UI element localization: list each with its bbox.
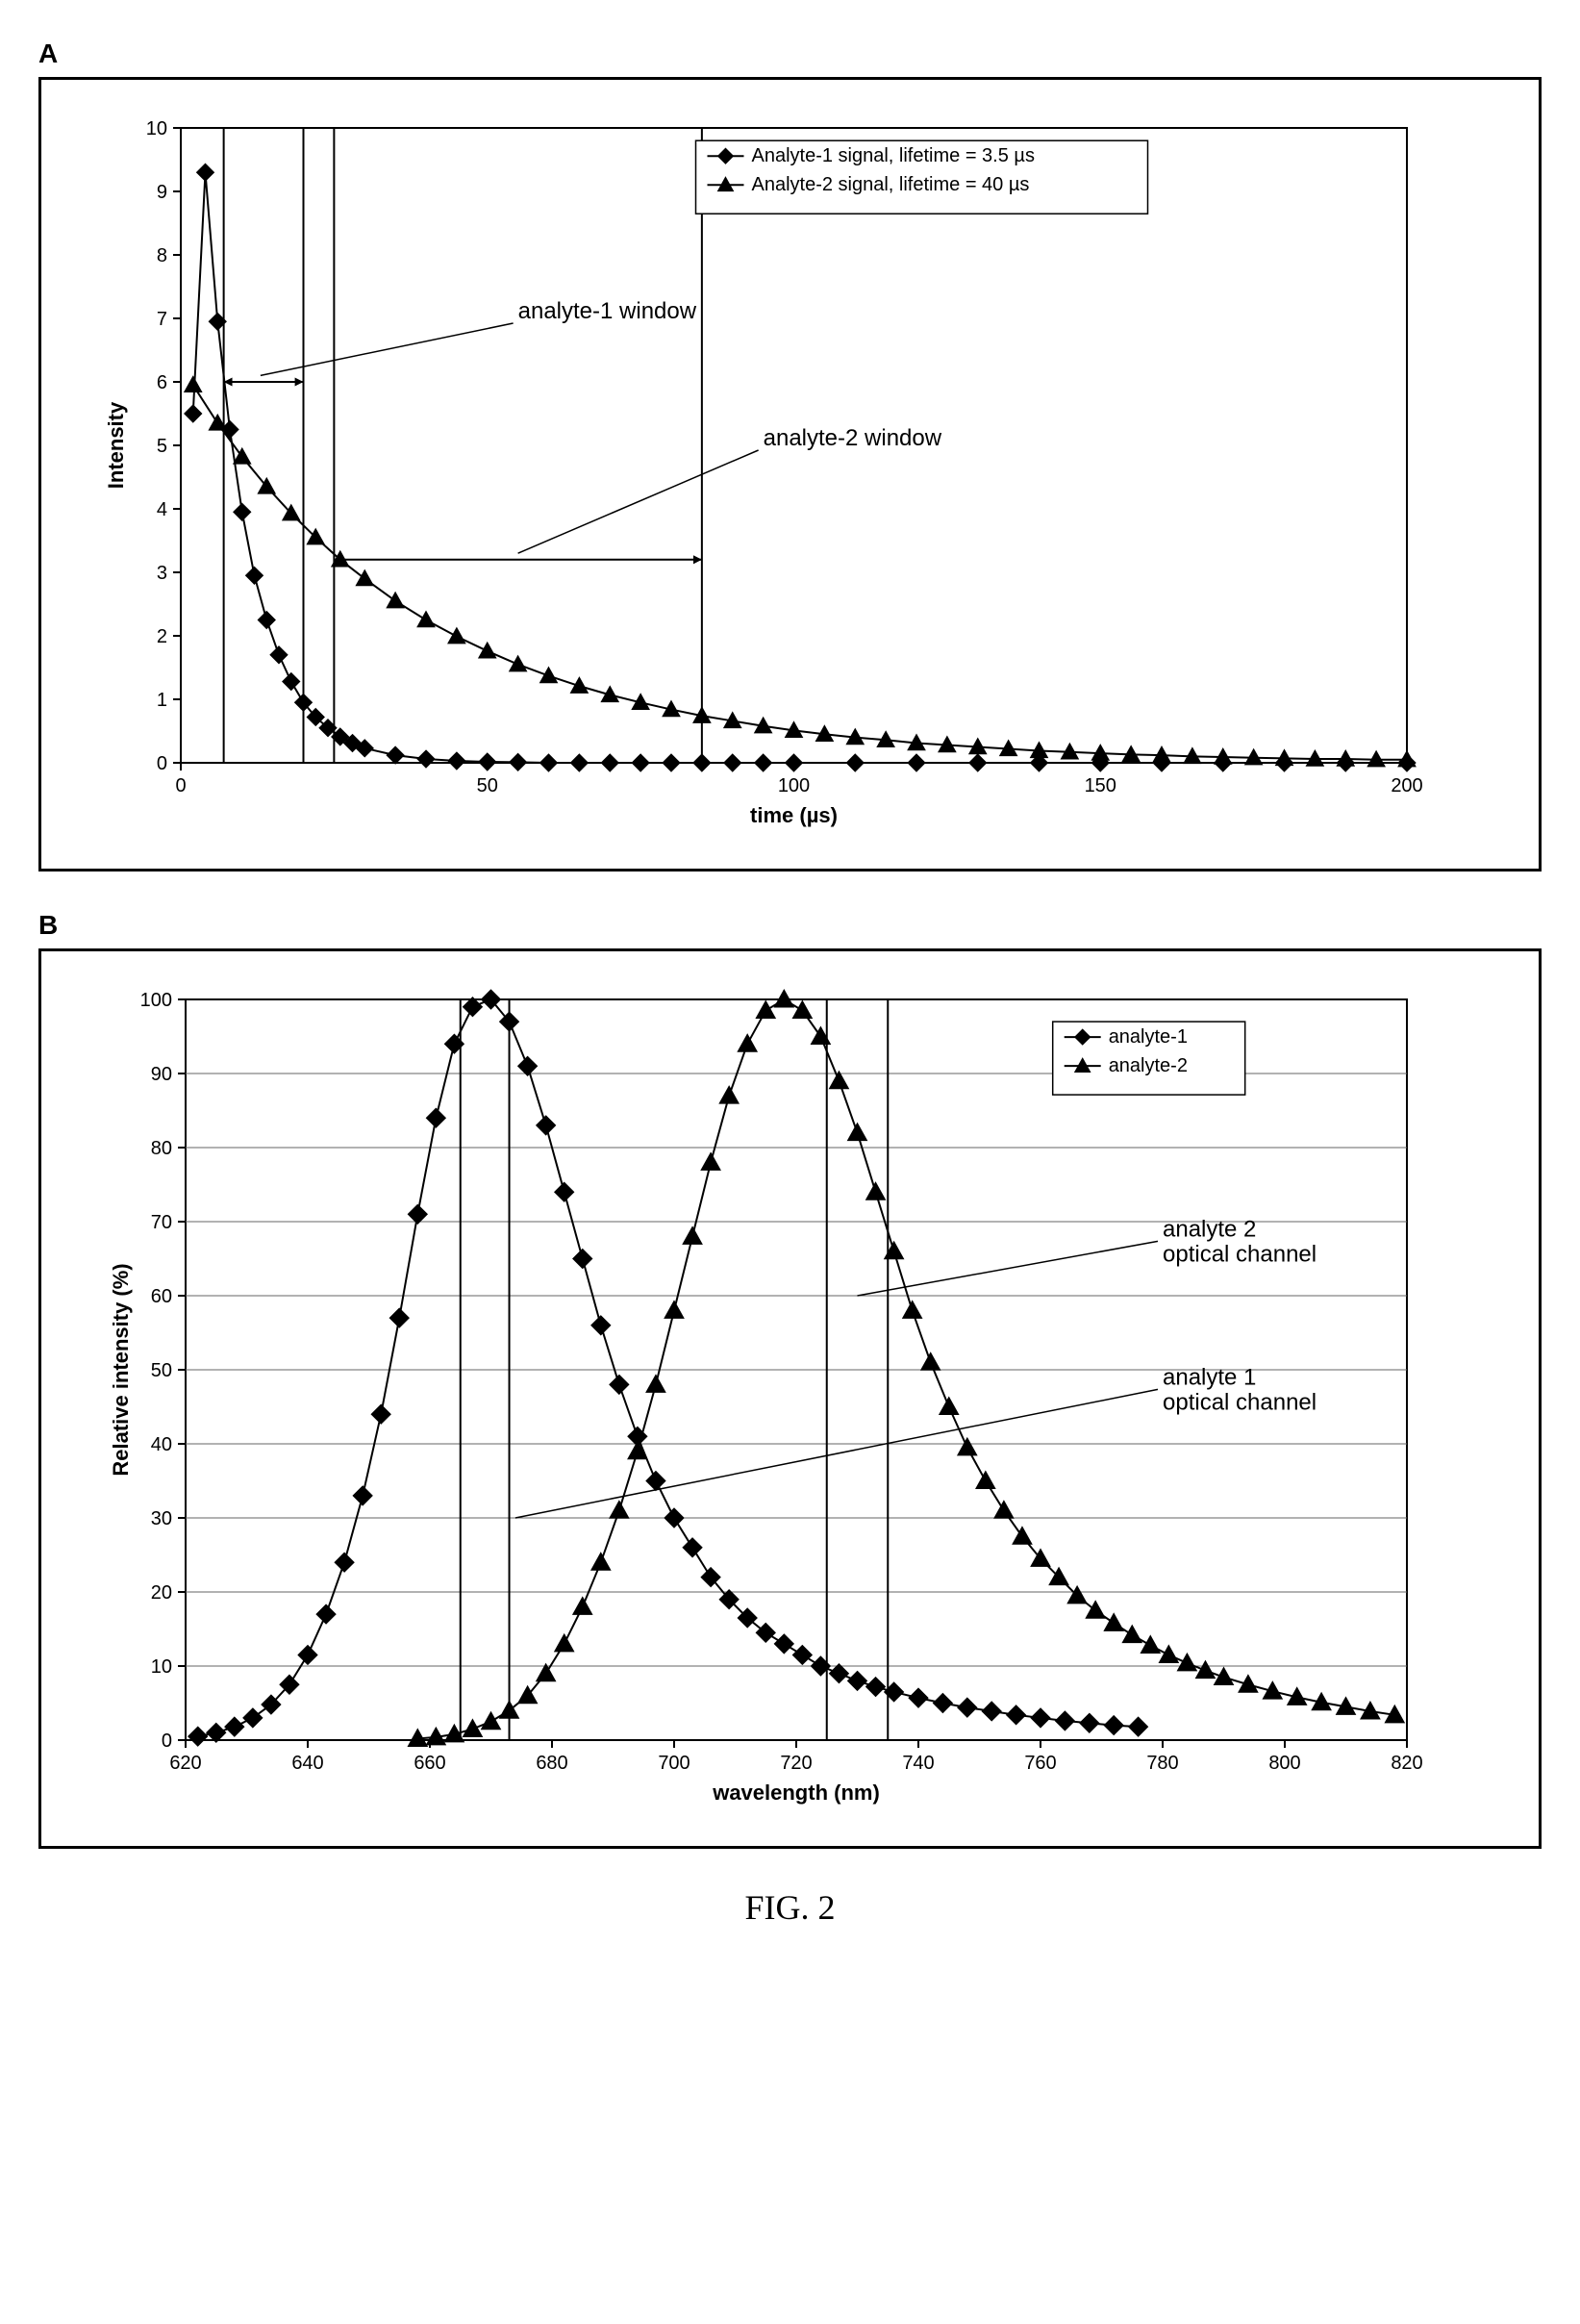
svg-text:40: 40 xyxy=(151,1434,172,1455)
svg-text:8: 8 xyxy=(157,245,167,266)
svg-text:680: 680 xyxy=(536,1753,567,1774)
svg-text:200: 200 xyxy=(1391,775,1422,796)
svg-text:740: 740 xyxy=(902,1753,934,1774)
svg-text:optical channel: optical channel xyxy=(1163,1241,1317,1267)
svg-text:6: 6 xyxy=(157,372,167,393)
svg-text:640: 640 xyxy=(291,1753,323,1774)
chart-b: 620 640 660 680 700 720 740 760 780 800 820 0 10 20 30… xyxy=(89,980,1500,1817)
svg-text:wavelength (nm): wavelength (nm) xyxy=(712,1781,880,1805)
svg-text:100: 100 xyxy=(140,990,172,1011)
svg-text:2: 2 xyxy=(157,626,167,647)
svg-text:10: 10 xyxy=(151,1656,172,1678)
svg-text:660: 660 xyxy=(414,1753,445,1774)
svg-text:620: 620 xyxy=(169,1753,201,1774)
svg-text:9: 9 xyxy=(157,182,167,203)
svg-text:1: 1 xyxy=(157,690,167,711)
svg-text:720: 720 xyxy=(780,1753,812,1774)
svg-text:10: 10 xyxy=(146,118,167,139)
svg-text:optical channel: optical channel xyxy=(1163,1389,1317,1415)
svg-text:0: 0 xyxy=(162,1730,172,1752)
chart-a: 0 50 100 150 200 0 1 2 3 4 5 6 7 8 9 10 time (µs) Intensi… xyxy=(89,109,1500,840)
svg-text:90: 90 xyxy=(151,1064,172,1085)
svg-text:analyte-2 window: analyte-2 window xyxy=(764,425,942,451)
svg-text:3: 3 xyxy=(157,563,167,584)
chart-a-frame: 0 50 100 150 200 0 1 2 3 4 5 6 7 8 9 10 time (µs) Intensi… xyxy=(38,77,1542,872)
svg-text:Analyte-2 signal, lifetime = 4: Analyte-2 signal, lifetime = 40 µs xyxy=(752,174,1030,195)
svg-text:Analyte-1 signal, lifetime = 3: Analyte-1 signal, lifetime = 3.5 µs xyxy=(752,145,1035,166)
svg-text:820: 820 xyxy=(1391,1753,1422,1774)
svg-text:analyte 1: analyte 1 xyxy=(1163,1364,1256,1390)
svg-text:700: 700 xyxy=(658,1753,690,1774)
svg-text:80: 80 xyxy=(151,1138,172,1159)
svg-text:150: 150 xyxy=(1085,775,1116,796)
svg-text:analyte-1 window: analyte-1 window xyxy=(518,298,697,324)
svg-text:0: 0 xyxy=(175,775,186,796)
svg-text:70: 70 xyxy=(151,1212,172,1233)
panel-b-label: B xyxy=(38,910,1542,941)
svg-text:100: 100 xyxy=(778,775,810,796)
svg-text:analyte 2: analyte 2 xyxy=(1163,1216,1256,1242)
svg-text:7: 7 xyxy=(157,309,167,330)
svg-text:50: 50 xyxy=(477,775,498,796)
svg-text:Intensity: Intensity xyxy=(104,401,128,489)
svg-text:30: 30 xyxy=(151,1508,172,1529)
chart-b-frame: 620 640 660 680 700 720 740 760 780 800 820 0 10 20 30… xyxy=(38,948,1542,1849)
panel-a-label: A xyxy=(38,38,1542,69)
svg-text:60: 60 xyxy=(151,1286,172,1307)
svg-text:50: 50 xyxy=(151,1360,172,1381)
svg-text:780: 780 xyxy=(1146,1753,1178,1774)
svg-text:800: 800 xyxy=(1268,1753,1300,1774)
svg-text:analyte-1: analyte-1 xyxy=(1109,1026,1188,1048)
svg-text:0: 0 xyxy=(157,753,167,774)
svg-text:5: 5 xyxy=(157,436,167,457)
svg-text:4: 4 xyxy=(157,499,167,520)
svg-text:760: 760 xyxy=(1024,1753,1056,1774)
svg-text:20: 20 xyxy=(151,1582,172,1604)
svg-text:time (µs): time (µs) xyxy=(750,803,838,827)
svg-text:Relative intensity (%): Relative intensity (%) xyxy=(109,1263,133,1476)
figure-caption: FIG. 2 xyxy=(38,1887,1542,1928)
svg-text:analyte-2: analyte-2 xyxy=(1109,1055,1188,1076)
